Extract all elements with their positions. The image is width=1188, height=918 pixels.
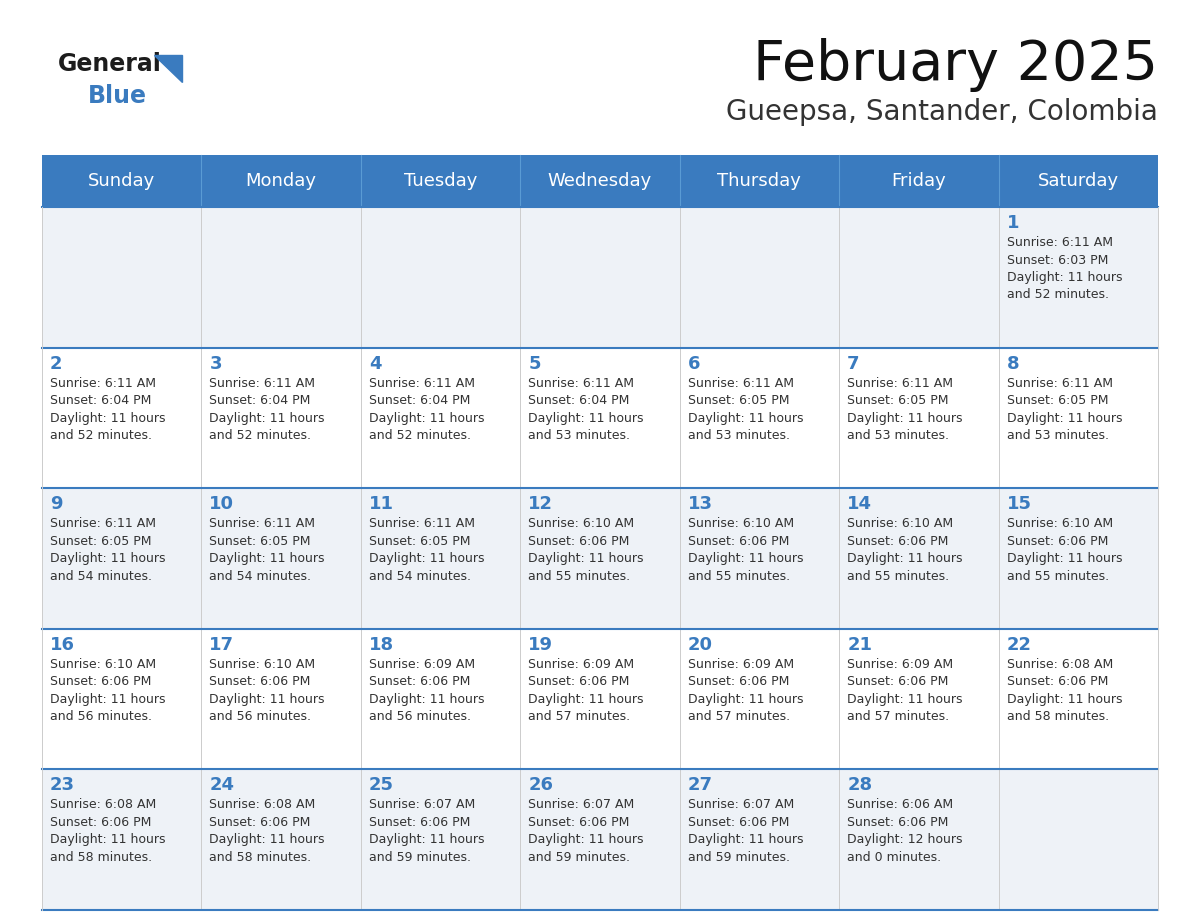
Text: 3: 3 (209, 354, 222, 373)
Text: 20: 20 (688, 636, 713, 654)
Text: 27: 27 (688, 777, 713, 794)
Text: Saturday: Saturday (1038, 172, 1119, 190)
Bar (42, 348, 1158, 488)
Text: 24: 24 (209, 777, 234, 794)
Text: Sunrise: 6:11 AM
Sunset: 6:04 PM
Daylight: 11 hours
and 52 minutes.: Sunrise: 6:11 AM Sunset: 6:04 PM Dayligh… (209, 376, 326, 442)
Text: 22: 22 (1006, 636, 1031, 654)
Text: Sunrise: 6:11 AM
Sunset: 6:03 PM
Daylight: 11 hours
and 52 minutes.: Sunrise: 6:11 AM Sunset: 6:03 PM Dayligh… (1006, 236, 1123, 301)
Text: Sunrise: 6:09 AM
Sunset: 6:06 PM
Daylight: 11 hours
and 57 minutes.: Sunrise: 6:09 AM Sunset: 6:06 PM Dayligh… (688, 658, 803, 723)
Text: 21: 21 (847, 636, 872, 654)
Bar (42, 155, 1158, 207)
Text: Sunrise: 6:11 AM
Sunset: 6:04 PM
Daylight: 11 hours
and 52 minutes.: Sunrise: 6:11 AM Sunset: 6:04 PM Dayligh… (50, 376, 165, 442)
Text: Sunrise: 6:11 AM
Sunset: 6:05 PM
Daylight: 11 hours
and 53 minutes.: Sunrise: 6:11 AM Sunset: 6:05 PM Dayligh… (847, 376, 962, 442)
Text: 4: 4 (368, 354, 381, 373)
Text: Sunrise: 6:07 AM
Sunset: 6:06 PM
Daylight: 11 hours
and 59 minutes.: Sunrise: 6:07 AM Sunset: 6:06 PM Dayligh… (529, 799, 644, 864)
Text: Blue: Blue (88, 84, 147, 108)
Text: Sunrise: 6:10 AM
Sunset: 6:06 PM
Daylight: 11 hours
and 56 minutes.: Sunrise: 6:10 AM Sunset: 6:06 PM Dayligh… (50, 658, 165, 723)
Text: Sunrise: 6:11 AM
Sunset: 6:05 PM
Daylight: 11 hours
and 54 minutes.: Sunrise: 6:11 AM Sunset: 6:05 PM Dayligh… (209, 517, 326, 583)
Text: 17: 17 (209, 636, 234, 654)
Bar (42, 488, 1158, 629)
Text: 9: 9 (50, 495, 63, 513)
Text: 13: 13 (688, 495, 713, 513)
Text: 11: 11 (368, 495, 394, 513)
Text: 14: 14 (847, 495, 872, 513)
Text: Sunday: Sunday (88, 172, 156, 190)
Text: February 2025: February 2025 (753, 38, 1158, 92)
Text: Sunrise: 6:08 AM
Sunset: 6:06 PM
Daylight: 11 hours
and 58 minutes.: Sunrise: 6:08 AM Sunset: 6:06 PM Dayligh… (1006, 658, 1123, 723)
Text: 6: 6 (688, 354, 700, 373)
Text: General: General (58, 52, 162, 76)
Text: 10: 10 (209, 495, 234, 513)
Text: Sunrise: 6:08 AM
Sunset: 6:06 PM
Daylight: 11 hours
and 58 minutes.: Sunrise: 6:08 AM Sunset: 6:06 PM Dayligh… (50, 799, 165, 864)
Text: Sunrise: 6:09 AM
Sunset: 6:06 PM
Daylight: 11 hours
and 57 minutes.: Sunrise: 6:09 AM Sunset: 6:06 PM Dayligh… (529, 658, 644, 723)
Text: Sunrise: 6:08 AM
Sunset: 6:06 PM
Daylight: 11 hours
and 58 minutes.: Sunrise: 6:08 AM Sunset: 6:06 PM Dayligh… (209, 799, 326, 864)
Text: Sunrise: 6:10 AM
Sunset: 6:06 PM
Daylight: 11 hours
and 55 minutes.: Sunrise: 6:10 AM Sunset: 6:06 PM Dayligh… (1006, 517, 1123, 583)
Text: Wednesday: Wednesday (548, 172, 652, 190)
Text: Sunrise: 6:11 AM
Sunset: 6:05 PM
Daylight: 11 hours
and 53 minutes.: Sunrise: 6:11 AM Sunset: 6:05 PM Dayligh… (1006, 376, 1123, 442)
Text: 28: 28 (847, 777, 872, 794)
Text: 15: 15 (1006, 495, 1031, 513)
Text: 12: 12 (529, 495, 554, 513)
Text: 19: 19 (529, 636, 554, 654)
Text: Tuesday: Tuesday (404, 172, 478, 190)
Text: Sunrise: 6:11 AM
Sunset: 6:04 PM
Daylight: 11 hours
and 52 minutes.: Sunrise: 6:11 AM Sunset: 6:04 PM Dayligh… (368, 376, 485, 442)
Text: 1: 1 (1006, 214, 1019, 232)
Text: Sunrise: 6:10 AM
Sunset: 6:06 PM
Daylight: 11 hours
and 55 minutes.: Sunrise: 6:10 AM Sunset: 6:06 PM Dayligh… (688, 517, 803, 583)
Text: Sunrise: 6:09 AM
Sunset: 6:06 PM
Daylight: 11 hours
and 56 minutes.: Sunrise: 6:09 AM Sunset: 6:06 PM Dayligh… (368, 658, 485, 723)
Text: Sunrise: 6:10 AM
Sunset: 6:06 PM
Daylight: 11 hours
and 56 minutes.: Sunrise: 6:10 AM Sunset: 6:06 PM Dayligh… (209, 658, 326, 723)
Text: Sunrise: 6:09 AM
Sunset: 6:06 PM
Daylight: 11 hours
and 57 minutes.: Sunrise: 6:09 AM Sunset: 6:06 PM Dayligh… (847, 658, 962, 723)
Text: 8: 8 (1006, 354, 1019, 373)
Text: Thursday: Thursday (718, 172, 802, 190)
Text: 25: 25 (368, 777, 394, 794)
Text: 18: 18 (368, 636, 394, 654)
Text: 26: 26 (529, 777, 554, 794)
Text: 2: 2 (50, 354, 63, 373)
Text: Friday: Friday (891, 172, 946, 190)
Bar (42, 207, 1158, 348)
Text: 16: 16 (50, 636, 75, 654)
Text: Sunrise: 6:11 AM
Sunset: 6:04 PM
Daylight: 11 hours
and 53 minutes.: Sunrise: 6:11 AM Sunset: 6:04 PM Dayligh… (529, 376, 644, 442)
Text: Gueepsa, Santander, Colombia: Gueepsa, Santander, Colombia (726, 98, 1158, 126)
Text: 7: 7 (847, 354, 860, 373)
Text: Sunrise: 6:07 AM
Sunset: 6:06 PM
Daylight: 11 hours
and 59 minutes.: Sunrise: 6:07 AM Sunset: 6:06 PM Dayligh… (688, 799, 803, 864)
Text: 5: 5 (529, 354, 541, 373)
Text: Monday: Monday (246, 172, 317, 190)
Text: Sunrise: 6:06 AM
Sunset: 6:06 PM
Daylight: 12 hours
and 0 minutes.: Sunrise: 6:06 AM Sunset: 6:06 PM Dayligh… (847, 799, 962, 864)
Text: 23: 23 (50, 777, 75, 794)
Bar (42, 769, 1158, 910)
Text: Sunrise: 6:11 AM
Sunset: 6:05 PM
Daylight: 11 hours
and 54 minutes.: Sunrise: 6:11 AM Sunset: 6:05 PM Dayligh… (50, 517, 165, 583)
Text: Sunrise: 6:11 AM
Sunset: 6:05 PM
Daylight: 11 hours
and 54 minutes.: Sunrise: 6:11 AM Sunset: 6:05 PM Dayligh… (368, 517, 485, 583)
Text: Sunrise: 6:10 AM
Sunset: 6:06 PM
Daylight: 11 hours
and 55 minutes.: Sunrise: 6:10 AM Sunset: 6:06 PM Dayligh… (847, 517, 962, 583)
Bar (42, 629, 1158, 769)
Text: Sunrise: 6:11 AM
Sunset: 6:05 PM
Daylight: 11 hours
and 53 minutes.: Sunrise: 6:11 AM Sunset: 6:05 PM Dayligh… (688, 376, 803, 442)
Text: Sunrise: 6:10 AM
Sunset: 6:06 PM
Daylight: 11 hours
and 55 minutes.: Sunrise: 6:10 AM Sunset: 6:06 PM Dayligh… (529, 517, 644, 583)
Polygon shape (154, 55, 182, 82)
Text: Sunrise: 6:07 AM
Sunset: 6:06 PM
Daylight: 11 hours
and 59 minutes.: Sunrise: 6:07 AM Sunset: 6:06 PM Dayligh… (368, 799, 485, 864)
